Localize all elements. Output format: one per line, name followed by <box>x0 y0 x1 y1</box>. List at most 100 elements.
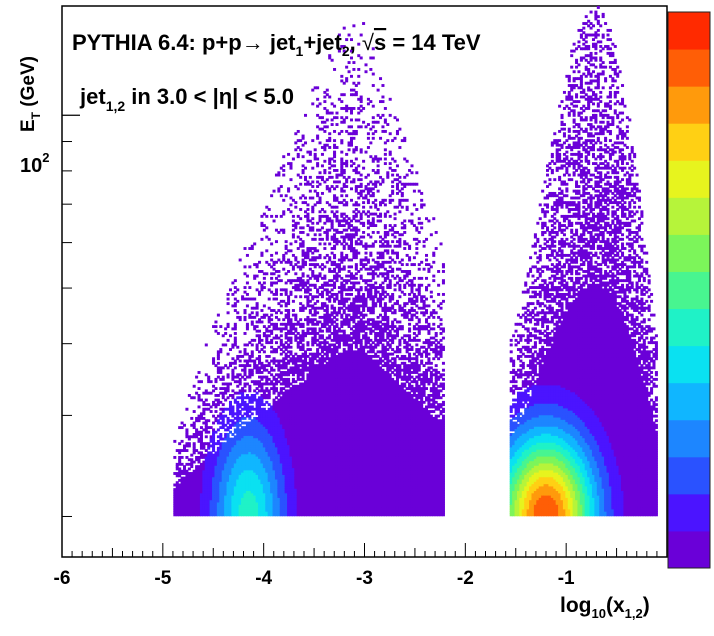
heatmap-cell <box>250 481 254 485</box>
heatmap-cell <box>306 426 310 430</box>
heatmap-cell <box>219 478 223 482</box>
heatmap-cell <box>335 478 339 482</box>
heatmap-cell <box>333 286 337 289</box>
heatmap-cell <box>304 437 308 441</box>
heatmap-cell <box>301 513 305 517</box>
heatmap-cell <box>325 423 329 427</box>
heatmap-cell <box>299 460 303 464</box>
heatmap-cell <box>304 453 308 457</box>
heatmap-cell <box>284 419 288 423</box>
heatmap-cell <box>304 288 308 292</box>
heatmap-cell <box>207 469 211 473</box>
heatmap-cell <box>328 334 332 338</box>
heatmap-cell <box>318 364 322 368</box>
heatmap-cell <box>214 506 218 510</box>
heatmap-cell <box>267 412 271 416</box>
heatmap-cell <box>267 297 271 301</box>
heatmap-cell <box>233 469 237 473</box>
heatmap-cell <box>304 318 308 322</box>
heatmap-cell <box>337 403 341 407</box>
heatmap-cell <box>323 394 327 397</box>
heatmap-cell <box>323 348 327 351</box>
heatmap-cell <box>287 382 291 386</box>
heatmap-cell <box>304 485 308 489</box>
heatmap-cell <box>274 497 278 501</box>
heatmap-cell <box>250 435 254 439</box>
heatmap-cell <box>340 286 344 289</box>
heatmap-cell <box>318 292 322 296</box>
heatmap-cell <box>282 327 286 331</box>
heatmap-cell <box>253 499 257 503</box>
heatmap-cell <box>323 373 327 377</box>
heatmap-cell <box>291 265 295 269</box>
heatmap-cell <box>287 430 291 434</box>
heatmap-cell <box>311 297 315 301</box>
heatmap-cell <box>255 453 259 457</box>
heatmap-cell <box>236 345 240 349</box>
heatmap-cell <box>192 513 196 517</box>
heatmap-cell <box>287 467 291 471</box>
heatmap-cell <box>311 210 315 214</box>
heatmap-cell <box>185 513 189 517</box>
heatmap-cell <box>313 389 317 393</box>
heatmap-cell <box>250 354 254 358</box>
heatmap-cell <box>219 467 223 471</box>
heatmap-cell <box>207 377 211 381</box>
heatmap-cell <box>260 320 264 324</box>
heatmap-cell <box>289 474 293 478</box>
heatmap-cell <box>328 394 332 397</box>
heatmap-cell <box>308 380 312 384</box>
heatmap-cell <box>272 492 276 496</box>
heatmap-cell <box>282 458 286 462</box>
heatmap-cell <box>308 357 312 361</box>
heatmap-cell <box>267 476 271 480</box>
heatmap-cell <box>265 336 269 340</box>
heatmap-cell <box>325 320 329 324</box>
heatmap-cell <box>328 483 332 487</box>
heatmap-cell <box>267 430 271 434</box>
heatmap-cell <box>284 467 288 471</box>
heatmap-cell <box>277 499 281 503</box>
heatmap-cell <box>325 421 329 425</box>
heatmap-cell <box>316 481 320 485</box>
heatmap-cell <box>284 371 288 374</box>
heatmap-cell <box>301 361 305 365</box>
heatmap-cell <box>279 214 283 218</box>
heatmap-cell <box>178 472 182 475</box>
heatmap-cell <box>325 474 329 478</box>
heatmap-cell <box>204 501 208 505</box>
heatmap-cell <box>316 352 320 356</box>
heatmap-cell <box>262 458 266 462</box>
heatmap-cell <box>231 377 235 381</box>
heatmap-cell <box>313 430 317 434</box>
heatmap-cell <box>340 458 344 462</box>
heatmap-cell <box>231 497 235 501</box>
heatmap-cell <box>301 377 305 381</box>
heatmap-cell <box>287 472 291 475</box>
heatmap-cell <box>255 444 259 448</box>
heatmap-cell <box>248 265 252 269</box>
heatmap-cell <box>330 375 334 379</box>
heatmap-cell <box>320 146 324 149</box>
heatmap-cell <box>318 219 322 223</box>
heatmap-cell <box>197 478 201 482</box>
heatmap-cell <box>267 419 271 423</box>
heatmap-cell <box>311 391 315 395</box>
heatmap-cell <box>178 488 182 492</box>
heatmap-cell <box>226 451 230 455</box>
heatmap-cell <box>330 478 334 482</box>
heatmap-cell <box>335 481 339 485</box>
heatmap-cell <box>291 481 295 485</box>
heatmap-cell <box>178 490 182 494</box>
heatmap-cell <box>221 465 225 469</box>
heatmap-cell <box>262 272 266 276</box>
heatmap-cell <box>328 481 332 485</box>
heatmap-cell <box>291 490 295 494</box>
heatmap-cell <box>272 504 276 508</box>
heatmap-cell <box>311 412 315 416</box>
heatmap-cell <box>294 437 298 441</box>
heatmap-cell <box>260 410 264 413</box>
heatmap-cell <box>248 398 252 402</box>
heatmap-cell <box>316 364 320 368</box>
heatmap-cell <box>265 389 269 393</box>
